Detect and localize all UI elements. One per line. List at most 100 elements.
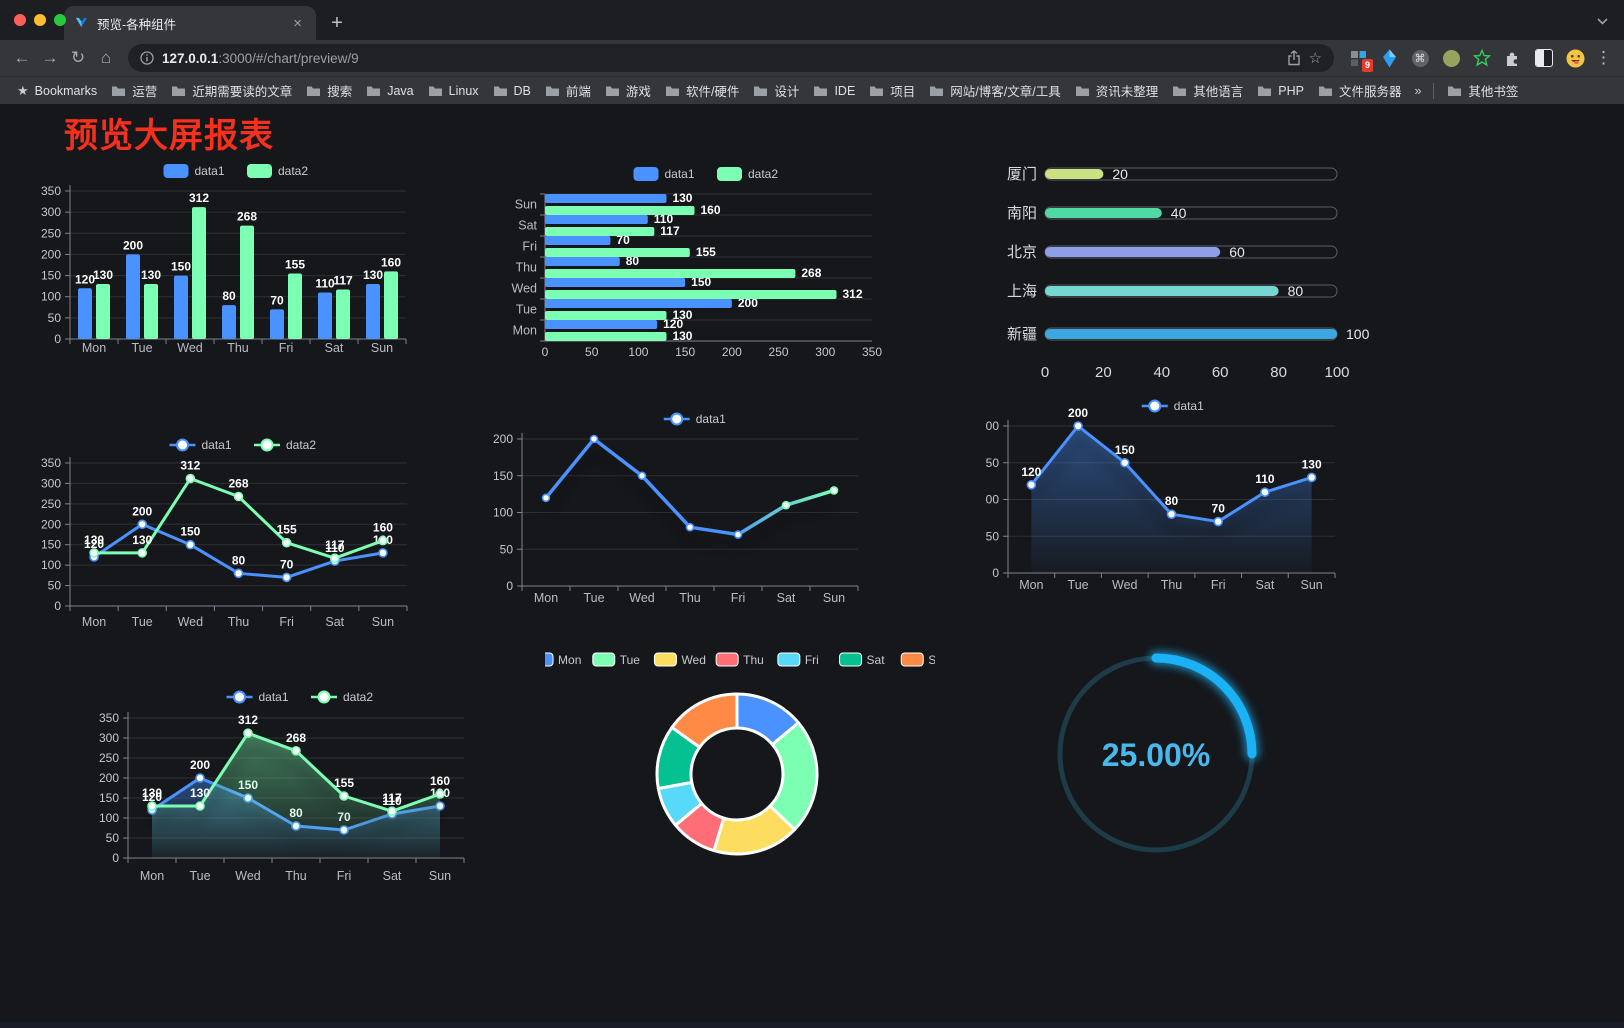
browser-tab[interactable]: 预览-各种组件 × xyxy=(64,6,316,40)
bookmark-folder[interactable]: DB xyxy=(486,81,538,101)
horizontal-bar-chart[interactable]: 0 50 100 150 200 250 300 350 Mon Tue Wed Thu Fri Sat S… xyxy=(505,156,900,371)
svg-text:250: 250 xyxy=(41,497,61,511)
forward-button[interactable]: → xyxy=(41,48,59,67)
donut-chart[interactable]: Mon Tue Wed Thu Fri Sat Sun xyxy=(530,641,950,881)
dual-area-line-chart[interactable]: 0 50 100 150 200 250 300 350 Mon Tue Wed Thu Fri Sat S… xyxy=(95,679,485,894)
progress-bar-chart[interactable]: 厦门 20 南阳 40 北京 60 上海 80 新疆 100 0 20 40 60 80 100 xyxy=(990,156,1370,396)
browser-menu-icon[interactable]: ⋮ xyxy=(1595,48,1612,67)
svg-text:100: 100 xyxy=(985,493,999,507)
svg-text:Sun: Sun xyxy=(823,591,845,605)
bookmark-folder[interactable]: Linux xyxy=(421,81,486,101)
svg-text:50: 50 xyxy=(48,579,62,593)
svg-text:117: 117 xyxy=(660,224,680,238)
tab-search-chevron-icon[interactable] xyxy=(1597,12,1608,30)
bookmark-folder[interactable]: 游戏 xyxy=(598,78,658,103)
svg-text:data2: data2 xyxy=(748,167,778,181)
folder-icon xyxy=(428,86,442,96)
window-close-button[interactable] xyxy=(14,14,26,26)
svg-text:Wed: Wed xyxy=(235,869,261,883)
bookmark-folder[interactable]: 搜索 xyxy=(299,78,359,103)
reload-button[interactable]: ↻ xyxy=(70,48,86,67)
extension-contrast-icon[interactable] xyxy=(1534,48,1554,68)
extension-command-icon[interactable]: ⌘ xyxy=(1410,48,1430,68)
svg-text:120: 120 xyxy=(142,790,162,804)
bookmark-folder[interactable]: 项目 xyxy=(862,78,922,103)
bookmark-folder[interactable]: 运营 xyxy=(104,78,164,103)
share-icon[interactable] xyxy=(1287,50,1301,66)
svg-text:100: 100 xyxy=(41,558,61,572)
window-zoom-button[interactable] xyxy=(54,14,66,26)
gradient-line-chart[interactable]: 0 50 100 150 200 Mon Tue Wed Thu Fri Sat Sun data1 xyxy=(490,401,880,616)
svg-text:130: 130 xyxy=(141,268,161,282)
bookmarks-overflow[interactable]: » xyxy=(1414,83,1422,98)
svg-text:80: 80 xyxy=(232,553,246,567)
bookmark-folder[interactable]: 前端 xyxy=(538,78,598,103)
bookmark-folder[interactable]: 资讯未整理 xyxy=(1068,78,1166,103)
svg-text:200: 200 xyxy=(985,419,999,433)
extension-kite-icon[interactable] xyxy=(1379,48,1399,68)
browser-toolbar: ← → ↻ ⌂ 127.0.0.1:3000/#/chart/preview/9… xyxy=(0,40,1624,76)
svg-text:300: 300 xyxy=(41,476,61,490)
svg-text:150: 150 xyxy=(180,525,200,539)
svg-text:100: 100 xyxy=(493,506,513,520)
other-bookmarks[interactable]: 其他书签 xyxy=(1440,78,1525,103)
svg-text:Fri: Fri xyxy=(731,591,746,605)
extension-dot-icon[interactable] xyxy=(1441,48,1461,68)
bookmarks-star-icon: ★ xyxy=(17,82,29,98)
svg-text:110: 110 xyxy=(382,794,402,808)
gauge-chart[interactable]: 25.00% xyxy=(1045,641,1270,866)
bookmark-folder[interactable]: IDE xyxy=(806,81,862,101)
svg-text:Thu: Thu xyxy=(285,869,307,883)
folder-icon xyxy=(1173,86,1187,96)
svg-text:50: 50 xyxy=(106,831,120,845)
bookmark-folder[interactable]: 网站/博客/文章/工具 xyxy=(922,78,1067,103)
svg-text:Sun: Sun xyxy=(928,653,935,667)
svg-text:Sun: Sun xyxy=(515,198,537,212)
bookmarks-manager[interactable]: ★ Bookmarks xyxy=(17,82,98,98)
area-line-chart[interactable]: 0 50 100 150 200 Mon Tue Wed Thu Fri Sat Sun 120 200 1… xyxy=(979,389,1355,604)
svg-text:160: 160 xyxy=(373,521,393,535)
back-button[interactable]: ← xyxy=(13,48,31,67)
multi-line-chart[interactable]: 0 50 100 150 200 250 300 350 Mon Tue Wed Thu Fri Sat S… xyxy=(40,426,460,641)
extension-stats-icon[interactable]: 9 xyxy=(1348,48,1373,72)
window-minimize-button[interactable] xyxy=(34,14,46,26)
svg-text:150: 150 xyxy=(41,538,61,552)
site-info-icon[interactable] xyxy=(140,51,154,65)
svg-text:Thu: Thu xyxy=(743,653,764,667)
extensions-cluster: 9 ⌘ xyxy=(1342,48,1591,72)
bookmark-folder[interactable]: 设计 xyxy=(746,78,806,103)
bookmark-folder[interactable]: 文件服务器 xyxy=(1311,78,1409,103)
svg-text:130: 130 xyxy=(672,308,692,322)
bookmark-folder[interactable]: 软件/硬件 xyxy=(658,78,746,103)
extension-star-icon[interactable] xyxy=(1472,48,1492,68)
svg-text:Wed: Wed xyxy=(1112,578,1138,592)
svg-text:Mon: Mon xyxy=(82,341,106,355)
svg-text:50: 50 xyxy=(585,345,599,359)
bookmark-folder[interactable]: 其他语言 xyxy=(1165,78,1250,103)
bookmark-folder[interactable]: Java xyxy=(359,81,420,101)
extension-puzzle-icon[interactable] xyxy=(1503,48,1523,68)
svg-text:312: 312 xyxy=(189,191,209,205)
svg-text:200: 200 xyxy=(493,432,513,446)
bookmark-folder[interactable]: 近期需要读的文章 xyxy=(164,78,299,103)
folder-icon xyxy=(1075,86,1089,96)
svg-text:120: 120 xyxy=(84,537,104,551)
home-button[interactable]: ⌂ xyxy=(100,48,112,67)
svg-text:130: 130 xyxy=(132,533,152,547)
svg-text:117: 117 xyxy=(333,274,353,288)
svg-text:268: 268 xyxy=(228,477,248,491)
svg-text:70: 70 xyxy=(270,293,284,307)
svg-text:250: 250 xyxy=(99,751,119,765)
extension-badge: 9 xyxy=(1361,59,1373,72)
svg-text:312: 312 xyxy=(238,713,258,727)
folder-icon xyxy=(930,86,944,96)
extension-emoji-icon[interactable] xyxy=(1565,48,1585,68)
bookmark-star-icon[interactable]: ☆ xyxy=(1308,50,1322,67)
svg-text:data2: data2 xyxy=(343,690,373,704)
address-bar[interactable]: 127.0.0.1:3000/#/chart/preview/9 ☆ xyxy=(128,44,1334,72)
tab-close-button[interactable]: × xyxy=(293,14,302,32)
svg-text:80: 80 xyxy=(222,289,236,303)
grouped-bar-chart[interactable]: 0 50 100 150 200 250 300 350 Mon Tue Wed Thu Fri Sat S… xyxy=(40,151,460,369)
new-tab-button[interactable]: + xyxy=(331,11,343,34)
bookmark-folder[interactable]: PHP xyxy=(1250,81,1311,101)
